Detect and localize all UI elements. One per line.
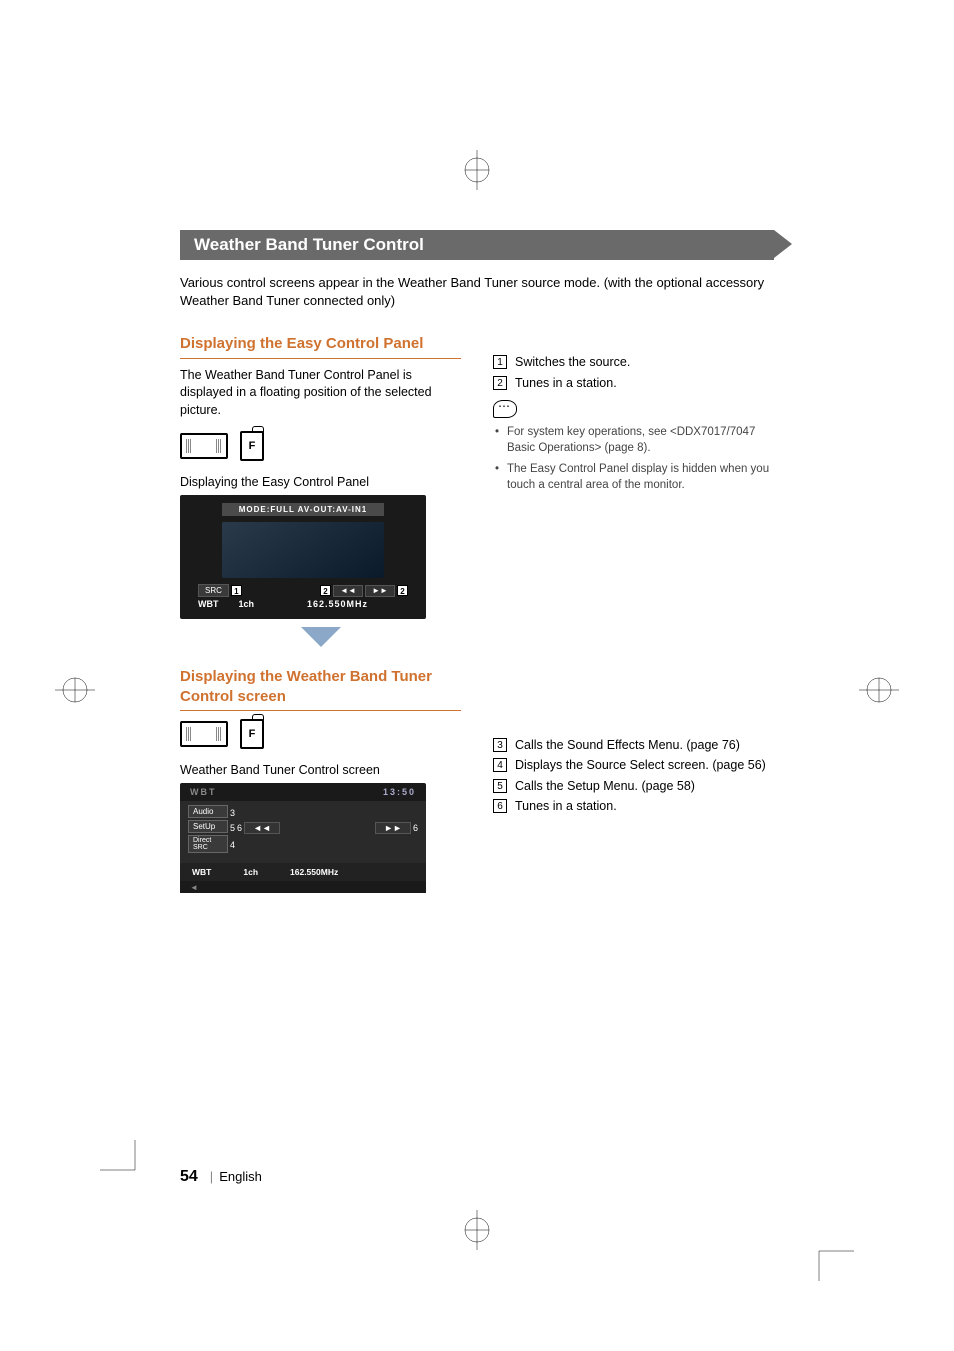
mode-bar: MODE:FULL AV-OUT:AV-IN1 (222, 503, 384, 516)
ref-2-text: Tunes in a station. (515, 375, 617, 393)
audio-button: Audio (188, 805, 228, 818)
section1-body: The Weather Band Tuner Control Panel is … (180, 367, 461, 420)
page-title-bar: Weather Band Tuner Control (180, 230, 774, 260)
fnc-button-icon: F (240, 719, 264, 749)
ref-2-num: 2 (493, 376, 507, 390)
receiver-icon (180, 721, 228, 747)
ref-3-num: 3 (493, 738, 507, 752)
status-channel: 1ch (239, 599, 255, 609)
intro-text: Various control screens appear in the We… (180, 274, 774, 310)
ref-3-text: Calls the Sound Effects Menu. (page 76) (515, 737, 740, 755)
ref-5-num: 5 (493, 779, 507, 793)
status-band: WBT (192, 867, 211, 877)
status-frequency: 162.550MHz (290, 867, 338, 877)
page-title: Weather Band Tuner Control (194, 235, 424, 254)
ref-6-text: Tunes in a station. (515, 798, 617, 816)
easy-control-screenshot: MODE:FULL AV-OUT:AV-IN1 SRC 1 2 ◄◄ ►► 2 (180, 495, 426, 619)
hdr-time: 13:50 (383, 787, 416, 797)
receiver-icon (180, 433, 228, 459)
section1-heading: Displaying the Easy Control Panel (180, 334, 461, 359)
device-icons-2: F (180, 719, 461, 749)
seek-prev-button: ◄◄ (244, 822, 280, 834)
footer-bar: ◄ (180, 881, 426, 893)
page-footer: 54|English (180, 1168, 262, 1186)
status-band: WBT (198, 599, 219, 609)
corner-mark-right (804, 1241, 854, 1291)
ref-5-text: Calls the Setup Menu. (page 58) (515, 778, 695, 796)
badge-2b: 2 (397, 585, 408, 596)
badge-6a: 6 (237, 823, 242, 833)
ref-4-text: Displays the Source Select screen. (page… (515, 757, 766, 775)
seek-prev-button: ◄◄ (333, 585, 363, 597)
corner-mark-left (100, 1130, 150, 1180)
note-icon (493, 400, 517, 418)
status-frequency: 162.550MHz (307, 599, 368, 609)
section2-heading: Displaying the Weather Band Tuner Contro… (180, 667, 461, 711)
fnc-button-icon: F (240, 431, 264, 461)
badge-5: 5 (230, 823, 235, 833)
badge-2a: 2 (320, 585, 331, 596)
badge-6b: 6 (413, 823, 418, 833)
notes-list: For system key operations, see <DDX7017/… (493, 424, 774, 492)
ref-4-num: 4 (493, 758, 507, 772)
device-icons-1: F (180, 431, 461, 461)
wbt-control-screenshot: WBT 13:50 Audio 3 SetUp 5 6 ◄◄ ►► (180, 783, 426, 893)
ref-1-text: Switches the source. (515, 354, 630, 372)
src-button: SRC (198, 584, 229, 597)
device-image (222, 522, 384, 578)
down-arrow-icon (301, 627, 341, 647)
badge-1: 1 (231, 585, 242, 596)
direct-src-button: Direct SRC (188, 835, 228, 853)
note-1: For system key operations, see <DDX7017/… (507, 424, 774, 456)
seek-next-button: ►► (365, 585, 395, 597)
badge-4: 4 (230, 840, 235, 850)
note-2: The Easy Control Panel display is hidden… (507, 461, 774, 493)
ref-6-num: 6 (493, 799, 507, 813)
hdr-title: WBT (190, 787, 217, 797)
ref-1-num: 1 (493, 355, 507, 369)
seek-next-button: ►► (375, 822, 411, 834)
section1-caption: Displaying the Easy Control Panel (180, 475, 461, 489)
section2-caption: Weather Band Tuner Control screen (180, 763, 461, 777)
badge-3: 3 (230, 808, 235, 818)
fnc-label: F (249, 440, 256, 452)
crop-mark-bottom (457, 1210, 497, 1250)
page-number: 54 (180, 1168, 198, 1185)
status-channel: 1ch (243, 867, 258, 877)
setup-button: SetUp (188, 820, 228, 833)
page-language: English (219, 1169, 262, 1184)
fnc-label: F (249, 728, 256, 740)
